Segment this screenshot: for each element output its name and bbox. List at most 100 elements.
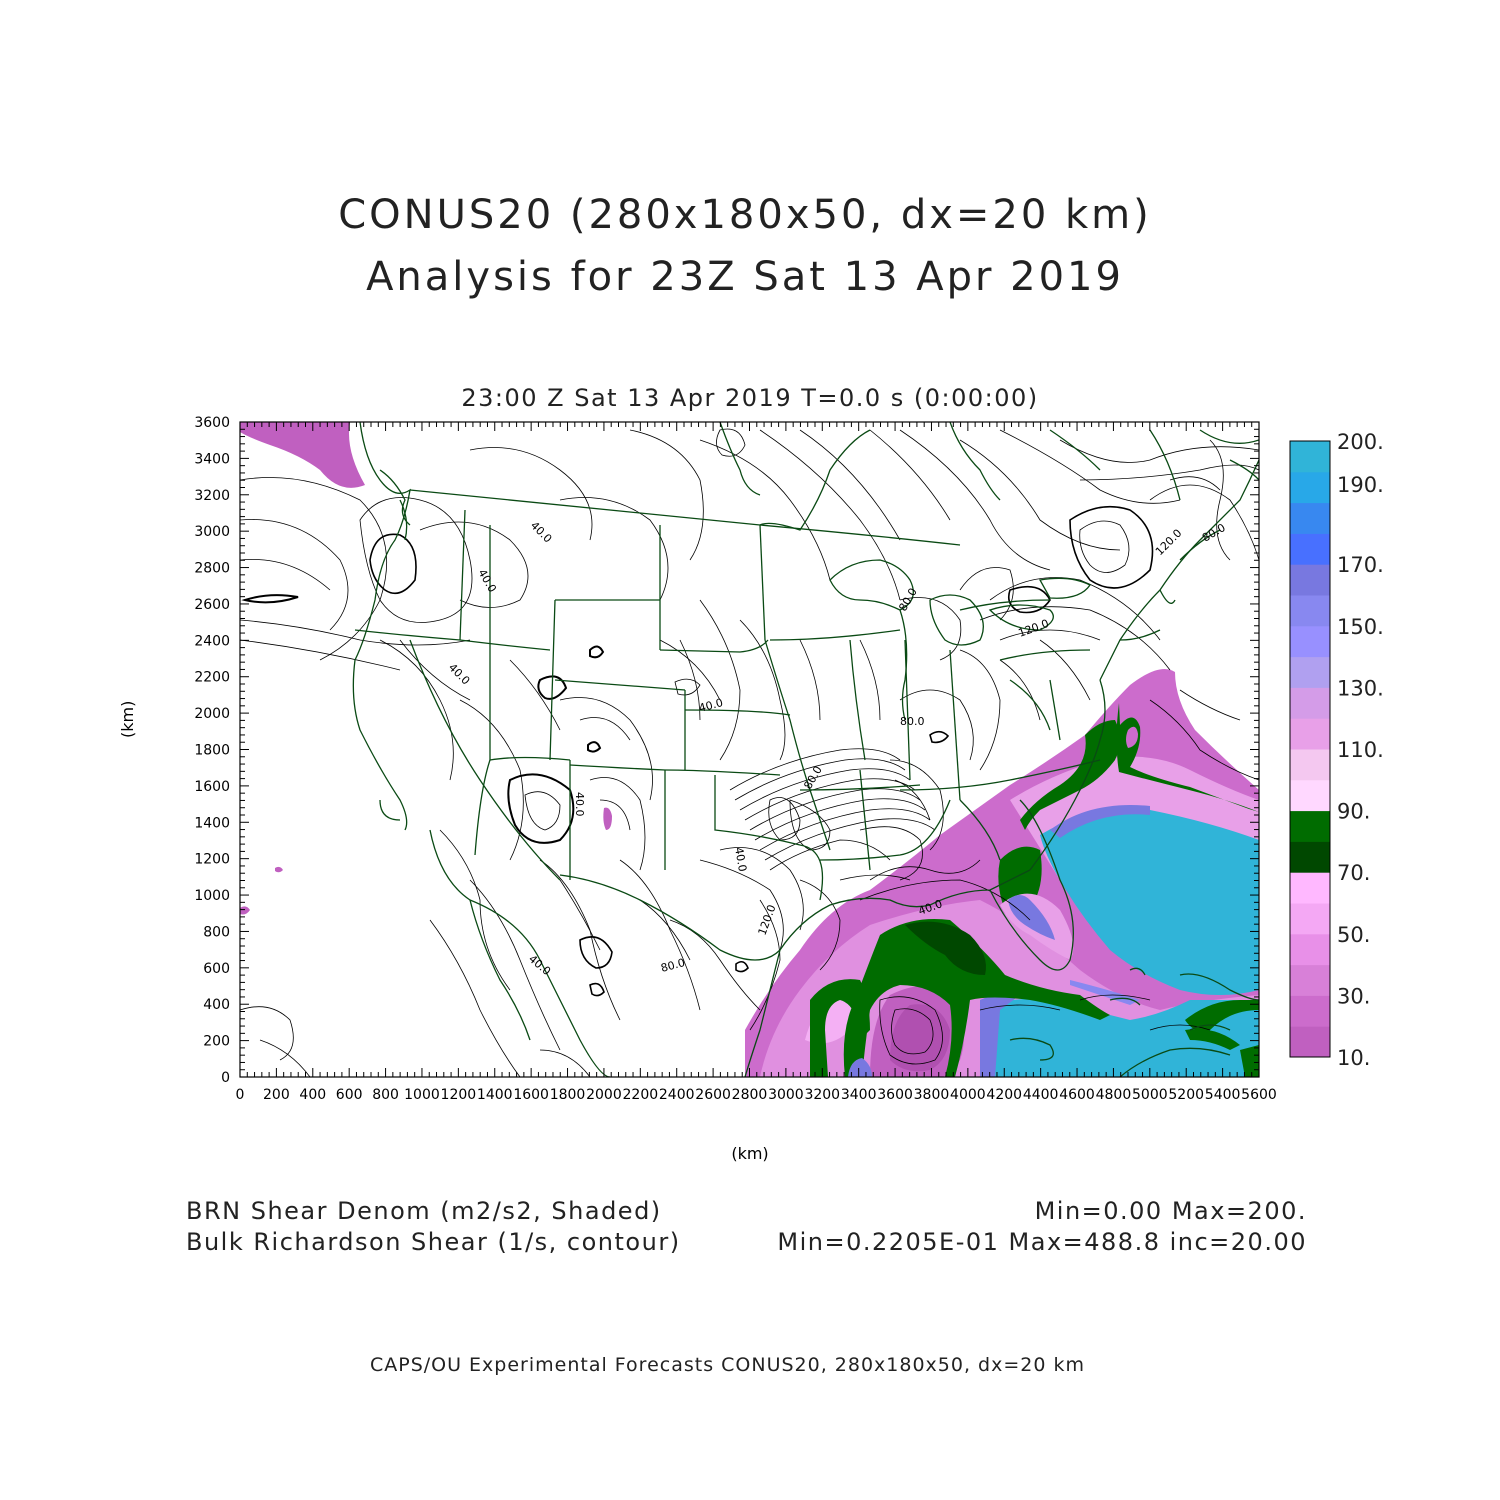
colorbar-swatch xyxy=(1290,718,1330,750)
x-tick-label: 5000 xyxy=(1132,1087,1168,1103)
colorbar-swatch xyxy=(1290,872,1330,904)
contour-label: 40.0 xyxy=(732,846,749,872)
x-tick-labels: 0 200 400 600 800 1000 1200 1400 1600 1800 2000 220… xyxy=(236,1087,1277,1103)
colorbar-swatch xyxy=(1290,441,1330,473)
shaded-field xyxy=(240,422,1259,1077)
x-tick-label: 400 xyxy=(299,1087,326,1103)
shaded-field-name: BRN Shear Denom (m2/s2, Shaded) xyxy=(186,1197,662,1225)
x-tick-label: 800 xyxy=(372,1087,399,1103)
y-tick-label: 200 xyxy=(203,1034,230,1050)
state-borders xyxy=(352,422,1259,1077)
y-tick-label: 3400 xyxy=(194,451,230,467)
y-tick-label: 0 xyxy=(221,1070,230,1086)
colorbar-swatch xyxy=(1290,964,1330,996)
analysis-time-title: Analysis for 23Z Sat 13 Apr 2019 xyxy=(366,254,1124,300)
x-tick-label: 5200 xyxy=(1168,1087,1204,1103)
x-tick-label: 3400 xyxy=(841,1087,877,1103)
colorbar-swatch xyxy=(1290,841,1330,873)
colorbar-swatch xyxy=(1290,564,1330,596)
y-tick-label: 2600 xyxy=(194,597,230,613)
axis-ticks xyxy=(239,421,1260,1078)
x-tick-label: 4600 xyxy=(1059,1087,1095,1103)
x-tick-label: 2000 xyxy=(586,1087,622,1103)
colorbar-label: 130. xyxy=(1337,676,1384,700)
x-tick-label: 4200 xyxy=(986,1087,1022,1103)
colorbar-swatch xyxy=(1290,779,1330,812)
x-tick-label: 2200 xyxy=(623,1087,659,1103)
contour-field-name: Bulk Richardson Shear (1/s, contour) xyxy=(186,1228,681,1256)
colorbar-swatch xyxy=(1290,625,1330,658)
colorbar-label: 150. xyxy=(1337,615,1384,639)
y-tick-label: 1400 xyxy=(194,815,230,831)
x-tick-label: 2800 xyxy=(732,1087,768,1103)
colorbar-swatch xyxy=(1290,656,1330,688)
x-tick-label: 2600 xyxy=(695,1087,731,1103)
y-tick-label: 1800 xyxy=(194,743,230,759)
x-tick-label: 5600 xyxy=(1241,1087,1277,1103)
valid-time-subtitle: 23:00 Z Sat 13 Apr 2019 T=0.0 s (0:00:00… xyxy=(461,384,1039,412)
y-tick-label: 3600 xyxy=(194,415,230,431)
colorbar-label: 110. xyxy=(1337,738,1384,762)
y-tick-label: 2200 xyxy=(194,670,230,686)
x-tick-label: 1800 xyxy=(550,1087,586,1103)
y-tick-label: 3000 xyxy=(194,524,230,540)
x-tick-label: 1600 xyxy=(513,1087,549,1103)
y-tick-label: 600 xyxy=(203,961,230,977)
y-tick-label: 1600 xyxy=(194,779,230,795)
x-tick-label: 600 xyxy=(336,1087,363,1103)
colorbar-swatch xyxy=(1290,810,1330,842)
colorbar-label: 30. xyxy=(1337,984,1370,1008)
plot-title: CONUS20 (280x180x50, dx=20 km) xyxy=(338,192,1152,238)
x-tick-label: 3000 xyxy=(768,1087,804,1103)
x-tick-label: 4000 xyxy=(950,1087,986,1103)
map-layers: 40.0 40.0 40.0 40.0 40.0 40.0 40.0 80.0 … xyxy=(240,422,1259,1077)
x-tick-label: 4800 xyxy=(1096,1087,1132,1103)
colorbar-label: 10. xyxy=(1337,1046,1370,1070)
colorbar-swatch xyxy=(1290,687,1330,719)
contour-field-range: Min=0.2205E-01 Max=488.8 inc=20.00 xyxy=(777,1228,1307,1256)
colorbar-label: 200. xyxy=(1337,430,1384,454)
shaded-field-range: Min=0.00 Max=200. xyxy=(1034,1197,1307,1225)
y-tick-label: 2000 xyxy=(194,706,230,722)
footer-credit: CAPS/OU Experimental Forecasts CONUS20, … xyxy=(369,1354,1086,1376)
colorbar xyxy=(1289,440,1331,1058)
contour-label: 40.0 xyxy=(697,696,724,715)
colorbar-swatch xyxy=(1290,471,1330,504)
colorbar-swatch xyxy=(1290,595,1330,627)
colorbar-swatch xyxy=(1290,749,1330,781)
colorbar-label: 50. xyxy=(1337,923,1370,947)
x-tick-label: 5400 xyxy=(1205,1087,1241,1103)
x-tick-label: 3200 xyxy=(804,1087,840,1103)
colorbar-label: 170. xyxy=(1337,553,1384,577)
y-tick-label: 1200 xyxy=(194,852,230,868)
colorbar-label: 90. xyxy=(1337,800,1370,824)
y-axis-label: (km) xyxy=(118,700,137,738)
x-tick-label: 3600 xyxy=(877,1087,913,1103)
y-tick-label: 800 xyxy=(203,924,230,940)
colorbar-swatch xyxy=(1290,903,1330,935)
contour-label: 80.0 xyxy=(659,956,686,975)
contour-field xyxy=(240,428,1259,1077)
colorbar-frame xyxy=(1289,440,1331,1058)
colorbar-swatch xyxy=(1290,533,1330,565)
x-tick-label: 1000 xyxy=(404,1087,440,1103)
y-tick-label: 2800 xyxy=(194,561,230,577)
contour-label: 80.0 xyxy=(900,715,925,728)
y-tick-label: 400 xyxy=(203,997,230,1013)
x-tick-label: 3800 xyxy=(914,1087,950,1103)
colorbar-label: 190. xyxy=(1337,473,1384,497)
x-axis-label: (km) xyxy=(731,1144,769,1163)
y-tick-label: 2400 xyxy=(194,633,230,649)
colorbar-swatch xyxy=(1290,995,1330,1027)
x-tick-label: 2400 xyxy=(659,1087,695,1103)
colorbar-swatch xyxy=(1290,933,1330,966)
contour-label: 40.0 xyxy=(573,792,586,817)
y-tick-label: 3200 xyxy=(194,488,230,504)
x-tick-label: 200 xyxy=(263,1087,290,1103)
x-tick-label: 1200 xyxy=(441,1087,477,1103)
y-tick-label: 1000 xyxy=(194,888,230,904)
colorbar-label: 70. xyxy=(1337,861,1370,885)
x-tick-label: 1400 xyxy=(477,1087,513,1103)
x-tick-label: 0 xyxy=(236,1087,245,1103)
